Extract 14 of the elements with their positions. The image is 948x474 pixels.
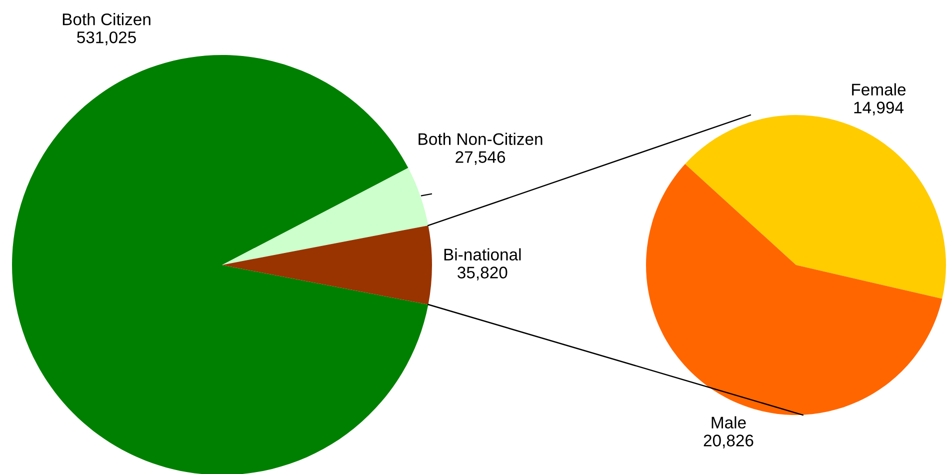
data-label: 27,546 [456, 151, 506, 165]
slice-label: Bi-national [444, 248, 521, 260]
data-label: 531,025 [77, 31, 136, 46]
data-label: 14,994 [854, 102, 904, 116]
slice-label: Both Citizen [62, 13, 150, 26]
pie-slice [685, 115, 946, 299]
data-label: 35,820 [458, 266, 508, 280]
slice-label: Female [852, 83, 906, 96]
slice-label: Male [712, 416, 746, 428]
pie-slice [222, 225, 432, 305]
pie-slice [646, 164, 942, 415]
pie-slice [222, 168, 428, 265]
data-label: 20,826 [704, 434, 754, 448]
slice-label: Both Non-Citizen [418, 132, 542, 145]
